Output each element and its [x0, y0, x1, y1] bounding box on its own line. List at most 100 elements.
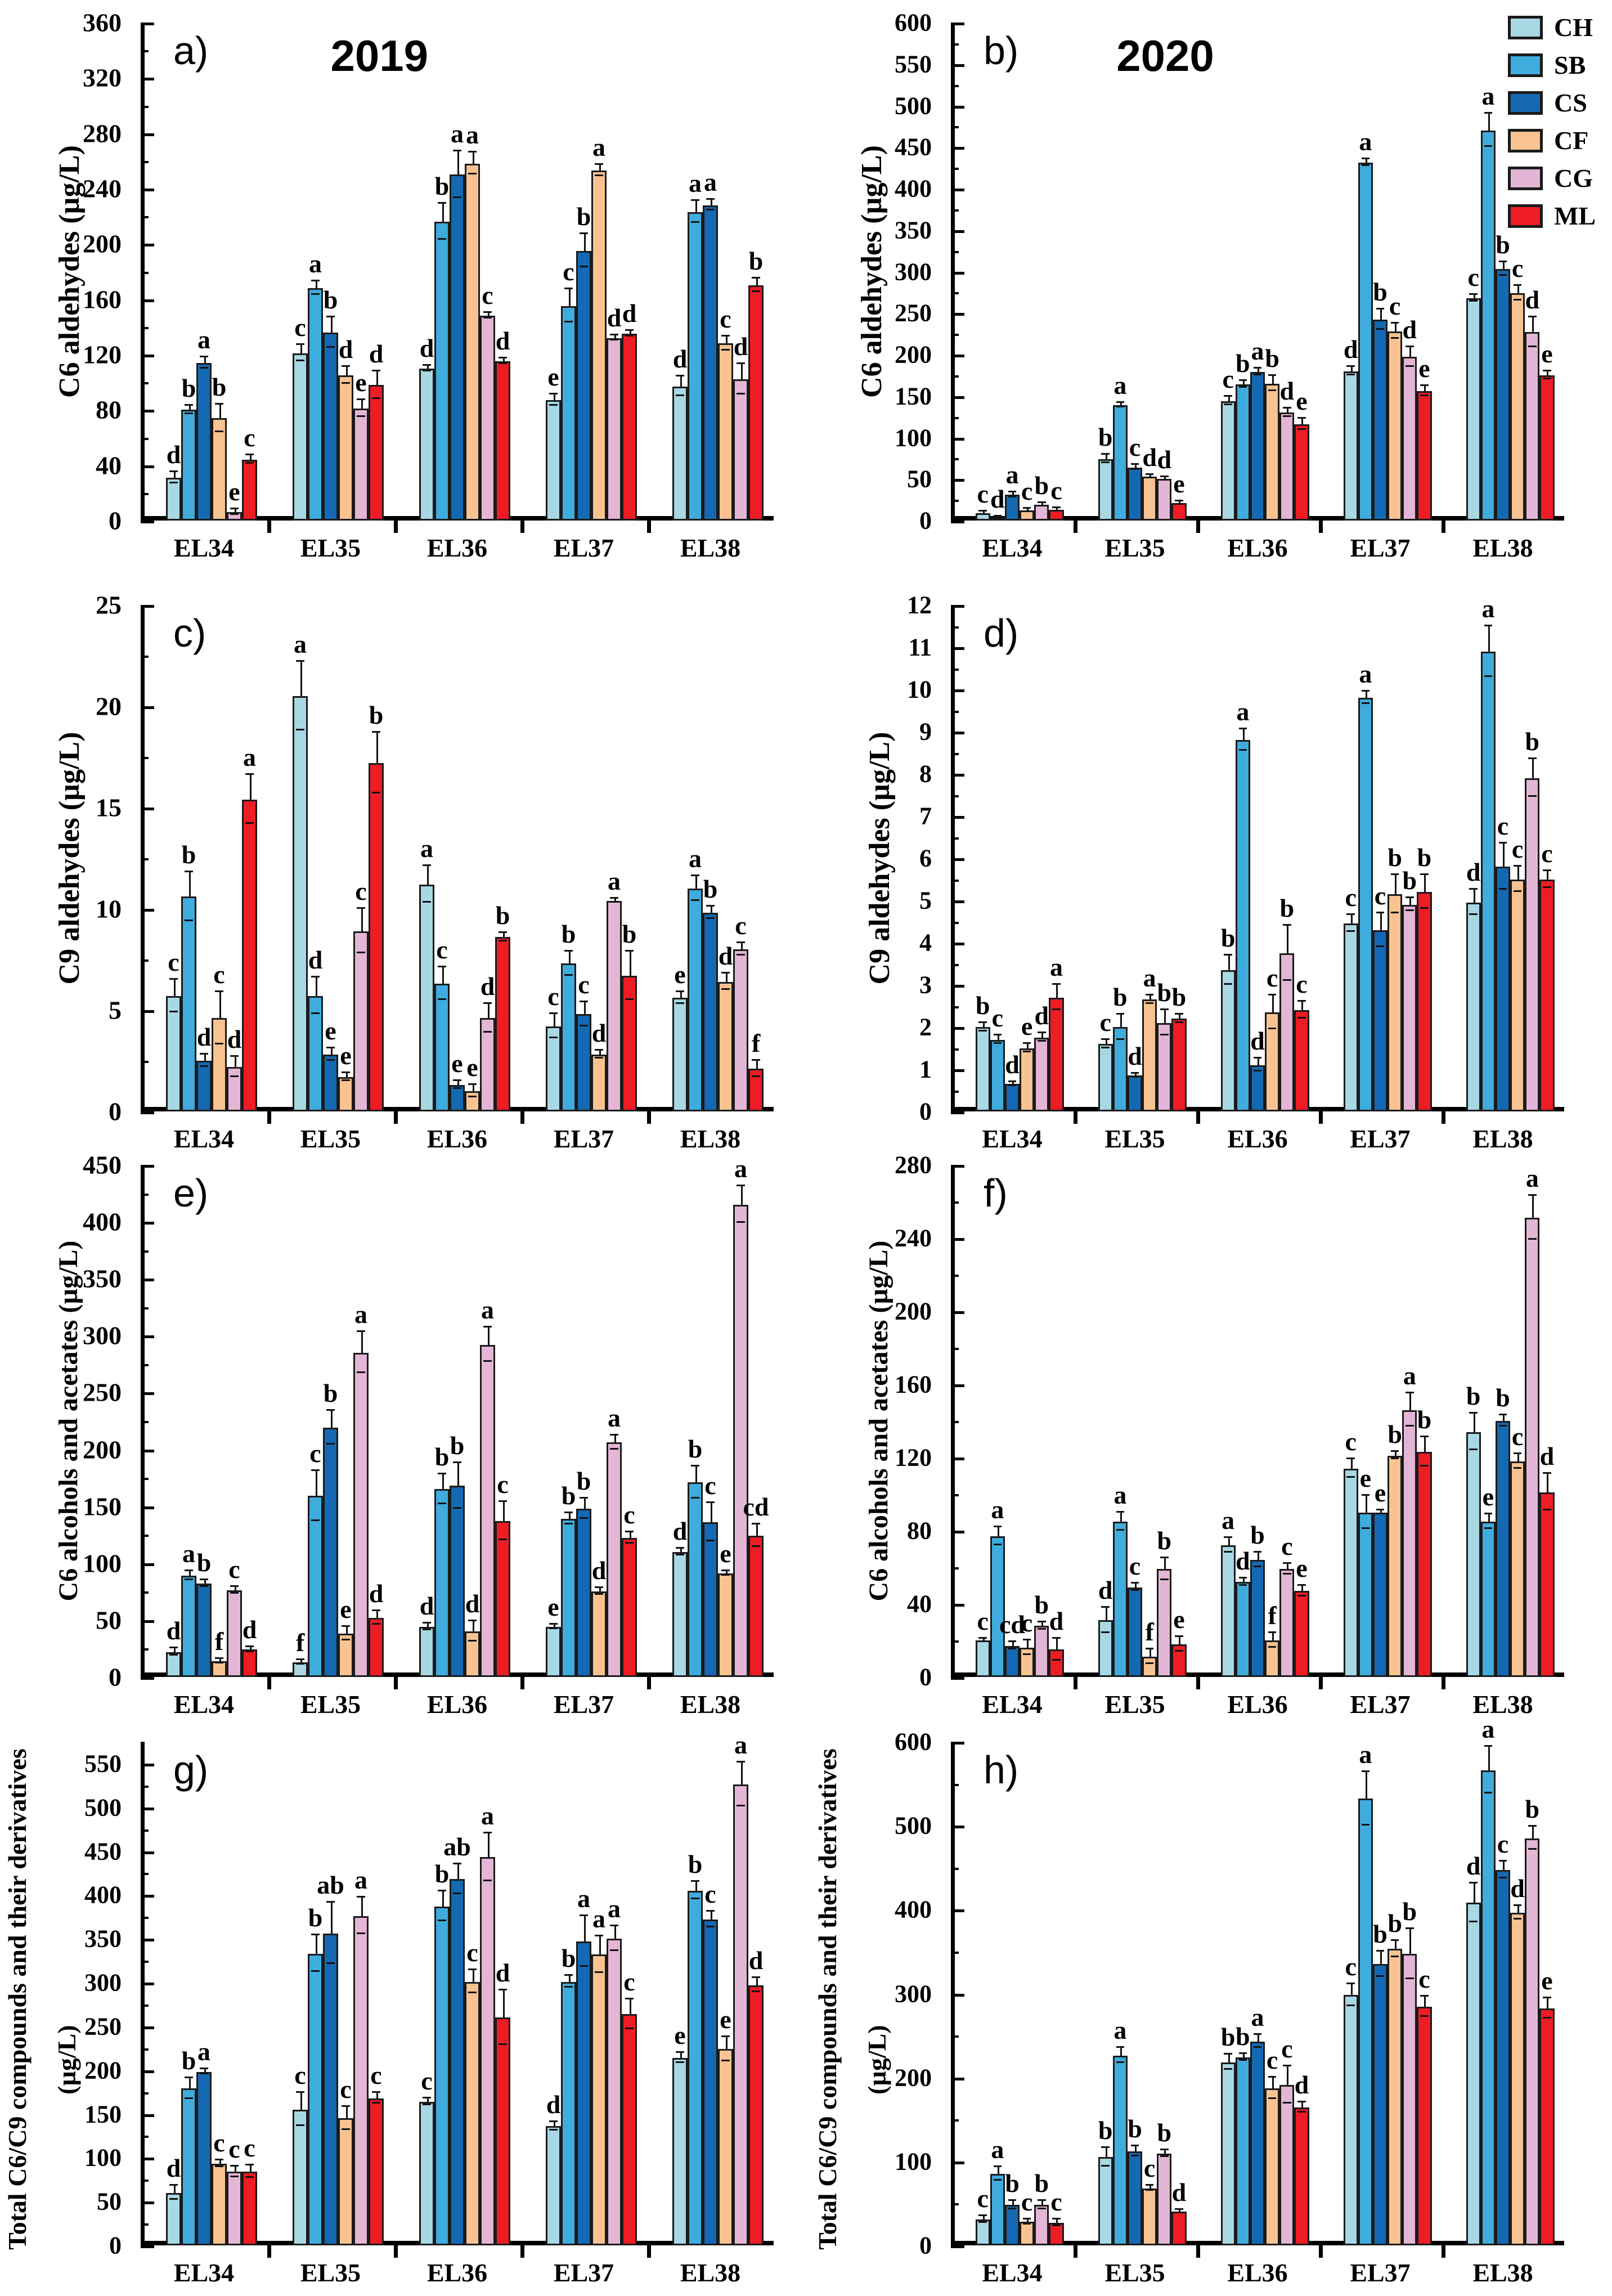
- significance-letter: b: [1128, 2114, 1142, 2143]
- y-tick-label: 240: [895, 1224, 932, 1252]
- y-tick-label: 250: [84, 2012, 122, 2041]
- error-bar: [583, 234, 586, 251]
- error-bar-cap: [721, 335, 730, 337]
- bar-cf: [1388, 1455, 1403, 1677]
- error-bar-cap: [978, 1021, 987, 1023]
- error-bar-cap: [1130, 1582, 1139, 1584]
- significance-letter: c: [1021, 1608, 1033, 1637]
- bar-cs: [1004, 1645, 1020, 1677]
- error-bar-cap: [1469, 1412, 1478, 1414]
- y-tick: [141, 2026, 154, 2029]
- error-bar-cap: [245, 454, 254, 456]
- significance-letter: d: [1236, 1546, 1250, 1575]
- error-bar-cap: [706, 917, 715, 919]
- y-tick-minor: [141, 959, 149, 962]
- error-bar-cap: [1484, 1512, 1493, 1514]
- error-bar-cap: [993, 514, 1002, 517]
- error-bar-cap: [625, 2027, 634, 2029]
- legend-item-ch[interactable]: CH: [1508, 12, 1596, 42]
- bar-cf: [338, 375, 353, 521]
- error-bar: [1350, 1459, 1353, 1469]
- bar-ml: [495, 1521, 510, 1677]
- significance-letter: b: [434, 1442, 450, 1472]
- significance-letter: c: [1345, 883, 1357, 912]
- y-tick: [951, 1111, 964, 1114]
- error-bar-cap: [1175, 1649, 1183, 1652]
- x-category-label: EL34: [173, 1124, 235, 1153]
- y-tick-label: 120: [83, 340, 122, 369]
- significance-letter: d: [166, 1616, 181, 1645]
- legend-item-cg[interactable]: CG: [1508, 163, 1596, 193]
- error-bar-cap: [295, 1658, 305, 1660]
- x-category-label: EL37: [1350, 1690, 1411, 1719]
- x-category-label: EL34: [982, 1690, 1043, 1719]
- y-tick: [951, 774, 964, 777]
- error-bar-cap: [214, 2159, 224, 2161]
- error-bar: [1242, 2053, 1245, 2057]
- error-bar-cap: [295, 2124, 305, 2127]
- error-bar: [1164, 1558, 1166, 1569]
- bar-cf: [338, 1634, 353, 1677]
- legend-item-cs[interactable]: CS: [1508, 88, 1596, 118]
- error-bar: [1473, 294, 1475, 298]
- significance-letter: d: [990, 484, 1005, 513]
- significance-letter: a: [309, 249, 322, 278]
- bar-sb: [1480, 1521, 1496, 1677]
- error-bar: [315, 1470, 317, 1496]
- error-bar-cap: [721, 2060, 730, 2062]
- y-tick: [951, 605, 964, 608]
- bar-cs: [1004, 2205, 1020, 2245]
- error-bar-cap: [1160, 1008, 1169, 1010]
- y-tick-label: 500: [84, 1793, 122, 1822]
- bar-sb: [1480, 651, 1496, 1111]
- significance-letter: a: [608, 1894, 621, 1923]
- error-bar-cap: [437, 237, 447, 240]
- bar-cf: [718, 1573, 733, 1677]
- significance-letter: d: [227, 1024, 242, 1053]
- error-bar-cap: [1130, 1589, 1139, 1591]
- error-bar: [982, 511, 985, 513]
- error-bar-cap: [690, 875, 700, 877]
- error-bar-cap: [1224, 2068, 1232, 2070]
- y-tick-minor: [141, 1785, 149, 1788]
- y-tick-minor: [951, 1275, 959, 1277]
- significance-letter: c: [436, 935, 448, 965]
- bar-sb: [688, 1890, 703, 2245]
- error-bar-cap: [625, 1542, 634, 1544]
- bar-cf: [1510, 879, 1525, 1111]
- error-bar: [173, 472, 176, 478]
- bar-cs: [1372, 320, 1388, 521]
- bar-ch: [1466, 1432, 1481, 1677]
- error-bar-cap: [1101, 461, 1110, 464]
- y-tick-label: 40: [907, 1590, 932, 1618]
- error-bar-cap: [371, 2091, 381, 2093]
- bar-ch: [419, 1627, 434, 1677]
- y-tick-label: 400: [895, 1895, 932, 1923]
- y-tick-label: 400: [895, 174, 932, 203]
- error-bar: [376, 732, 378, 763]
- legend-item-sb[interactable]: SB: [1508, 50, 1596, 80]
- y-tick: [141, 706, 154, 709]
- bar-cg: [1279, 412, 1295, 521]
- legend-item-cf[interactable]: CF: [1508, 125, 1596, 155]
- bar-ml: [1294, 1010, 1309, 1111]
- error-bar-cap: [721, 1574, 730, 1576]
- y-tick: [141, 78, 154, 81]
- error-bar: [599, 1588, 601, 1592]
- y-axis-label: Total C6/C9 compounds and their derivati…: [3, 1748, 32, 2250]
- error-bar-cap: [721, 348, 730, 351]
- error-bar-cap: [245, 462, 254, 464]
- error-bar-cap: [1145, 476, 1154, 478]
- y-tick-minor: [141, 492, 149, 495]
- error-bar: [361, 909, 363, 931]
- error-bar: [487, 1328, 490, 1345]
- error-bar-cap: [356, 1330, 366, 1333]
- legend-item-ml[interactable]: ML: [1508, 201, 1596, 231]
- error-bar-cap: [1361, 1494, 1370, 1496]
- y-tick-minor: [141, 2092, 149, 2095]
- error-bar: [219, 404, 221, 419]
